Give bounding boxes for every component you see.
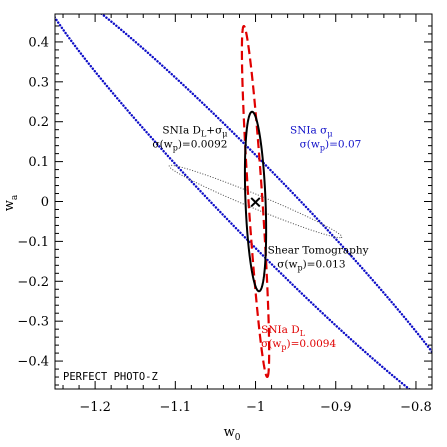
x-axis-title: w0 bbox=[224, 425, 241, 443]
y-tick-label: −0.1 bbox=[17, 235, 49, 250]
marker-layer: × bbox=[248, 193, 262, 213]
x-tick-label: −0.8 bbox=[400, 400, 432, 415]
annotation-combo: SNIa DL+σμσ(wp)=0.0092 bbox=[152, 125, 227, 153]
annotation-line: σ(wp)=0.013 bbox=[277, 258, 345, 272]
x-tick-label: −1.2 bbox=[79, 400, 111, 415]
contour-layer bbox=[55, 14, 432, 389]
annotation-snia-dl: SNIa DLσ(wp)=0.0094 bbox=[261, 324, 336, 352]
y-axis-title: wa bbox=[2, 194, 20, 211]
annotation-sigma: SNIa σμσ(wp)=0.07 bbox=[290, 125, 361, 153]
annotation-line: σ(wp)=0.07 bbox=[300, 139, 362, 153]
annotation-line: Shear Tomography bbox=[268, 244, 369, 256]
annotation-line: SNIa DL+σμ bbox=[162, 125, 227, 139]
y-tick-label: 0.4 bbox=[28, 35, 49, 50]
y-tick-label: 0.2 bbox=[28, 115, 49, 130]
contour-snia-dl bbox=[243, 110, 268, 293]
annotation-shear: Shear Tomography σ(wp)=0.013 bbox=[268, 244, 369, 272]
annotation-line: σ(wp)=0.0094 bbox=[261, 338, 336, 352]
x-tick-label: −1 bbox=[246, 400, 265, 415]
annotation-line: SNIa DL bbox=[261, 324, 306, 338]
fiducial-marker: × bbox=[248, 193, 262, 213]
annotation-line: σ(wp)=0.0092 bbox=[152, 139, 227, 153]
y-tick-label: −0.2 bbox=[17, 275, 49, 290]
y-tick-label: 0 bbox=[41, 195, 49, 210]
contour-snia-dl bbox=[240, 24, 271, 379]
tick-layer bbox=[55, 14, 432, 389]
corner-label: PERFECT PHOTO-Z bbox=[63, 371, 158, 383]
annotation-line: SNIa σμ bbox=[290, 125, 333, 139]
y-tick-label: 0.3 bbox=[28, 75, 49, 90]
y-tick-label: −0.3 bbox=[17, 315, 49, 330]
label-layer: −1.2 −1.1 −1 −0.9 −0.8 −0.4 −0.3 −0.2 −0.1 0 0.1 0.… bbox=[17, 35, 431, 415]
y-tick-label: −0.4 bbox=[17, 355, 49, 370]
contour-shear-tomography bbox=[168, 164, 343, 239]
y-tick-label: 0.1 bbox=[28, 155, 49, 170]
x-tick-label: −0.9 bbox=[320, 400, 352, 415]
contour-snia bbox=[55, 14, 432, 389]
plot-frame bbox=[54, 13, 433, 390]
x-tick-label: −1.1 bbox=[160, 400, 192, 415]
